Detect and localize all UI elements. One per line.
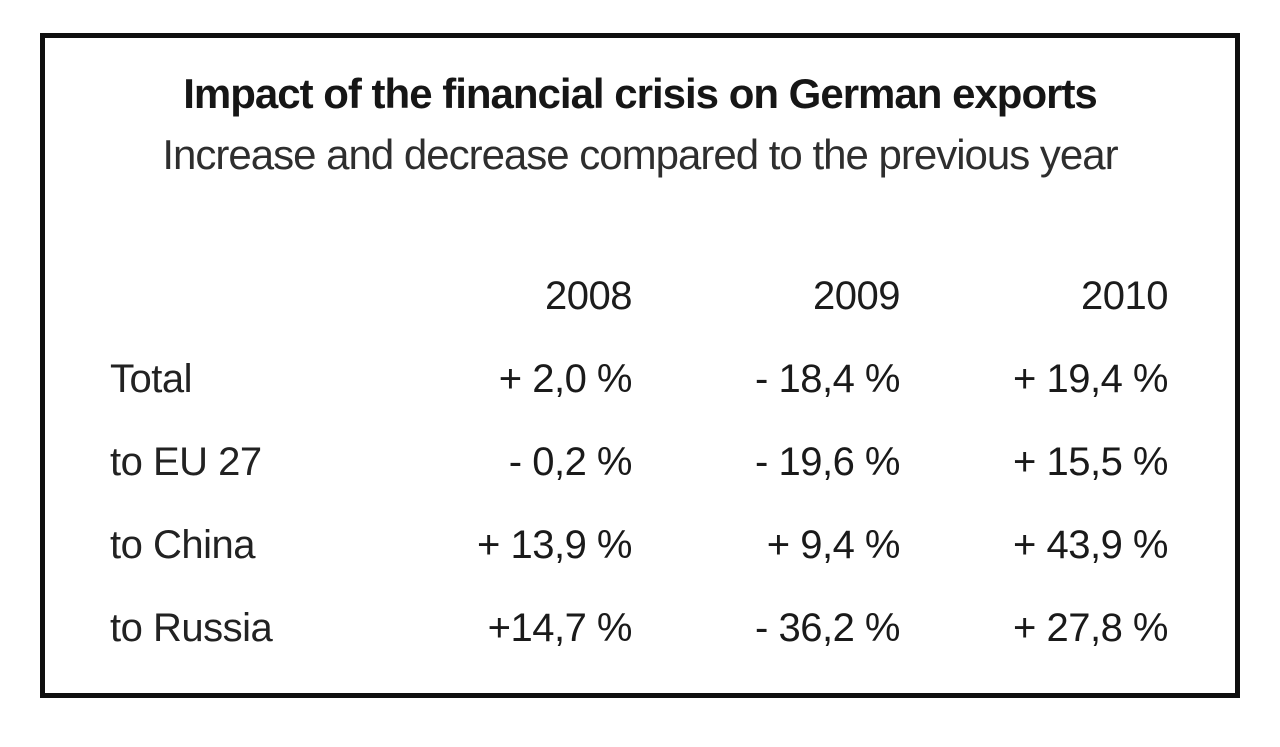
- value-total-2008: + 2,0 %: [498, 357, 633, 401]
- value-china-2009: + 9,4 %: [766, 523, 901, 567]
- value-total-2009: - 18,4 %: [755, 357, 900, 401]
- value-eu27-2010: + 15,5 %: [1012, 440, 1169, 484]
- value-china-2010: + 43,9 %: [1012, 523, 1169, 567]
- row-label-total: Total: [110, 357, 193, 401]
- header-spacer: [110, 296, 364, 297]
- year-header-2009: 2009: [813, 274, 900, 318]
- year-header-2010: 2010: [1081, 274, 1168, 318]
- chart-subtitle: Increase and decrease compared to the pr…: [162, 130, 1118, 178]
- value-russia-2009: - 36,2 %: [755, 606, 900, 650]
- value-eu27-2009: - 19,6 %: [755, 440, 900, 484]
- year-header-2008: 2008: [545, 274, 632, 318]
- row-label-russia: to Russia: [110, 606, 273, 650]
- chart-frame: Impact of the financial crisis on German…: [40, 33, 1240, 698]
- value-russia-2008: +14,7 %: [487, 606, 633, 650]
- row-label-china: to China: [110, 523, 255, 567]
- value-total-2010: + 19,4 %: [1012, 357, 1169, 401]
- exports-table: 2008 2009 2010 Total + 2,0 % - 18,4 % + …: [45, 255, 1235, 670]
- value-eu27-2008: - 0,2 %: [508, 440, 633, 484]
- value-china-2008: + 13,9 %: [476, 523, 633, 567]
- value-russia-2010: + 27,8 %: [1012, 606, 1169, 650]
- chart-title: Impact of the financial crisis on German…: [183, 70, 1098, 117]
- row-label-eu27: to EU 27: [110, 440, 262, 484]
